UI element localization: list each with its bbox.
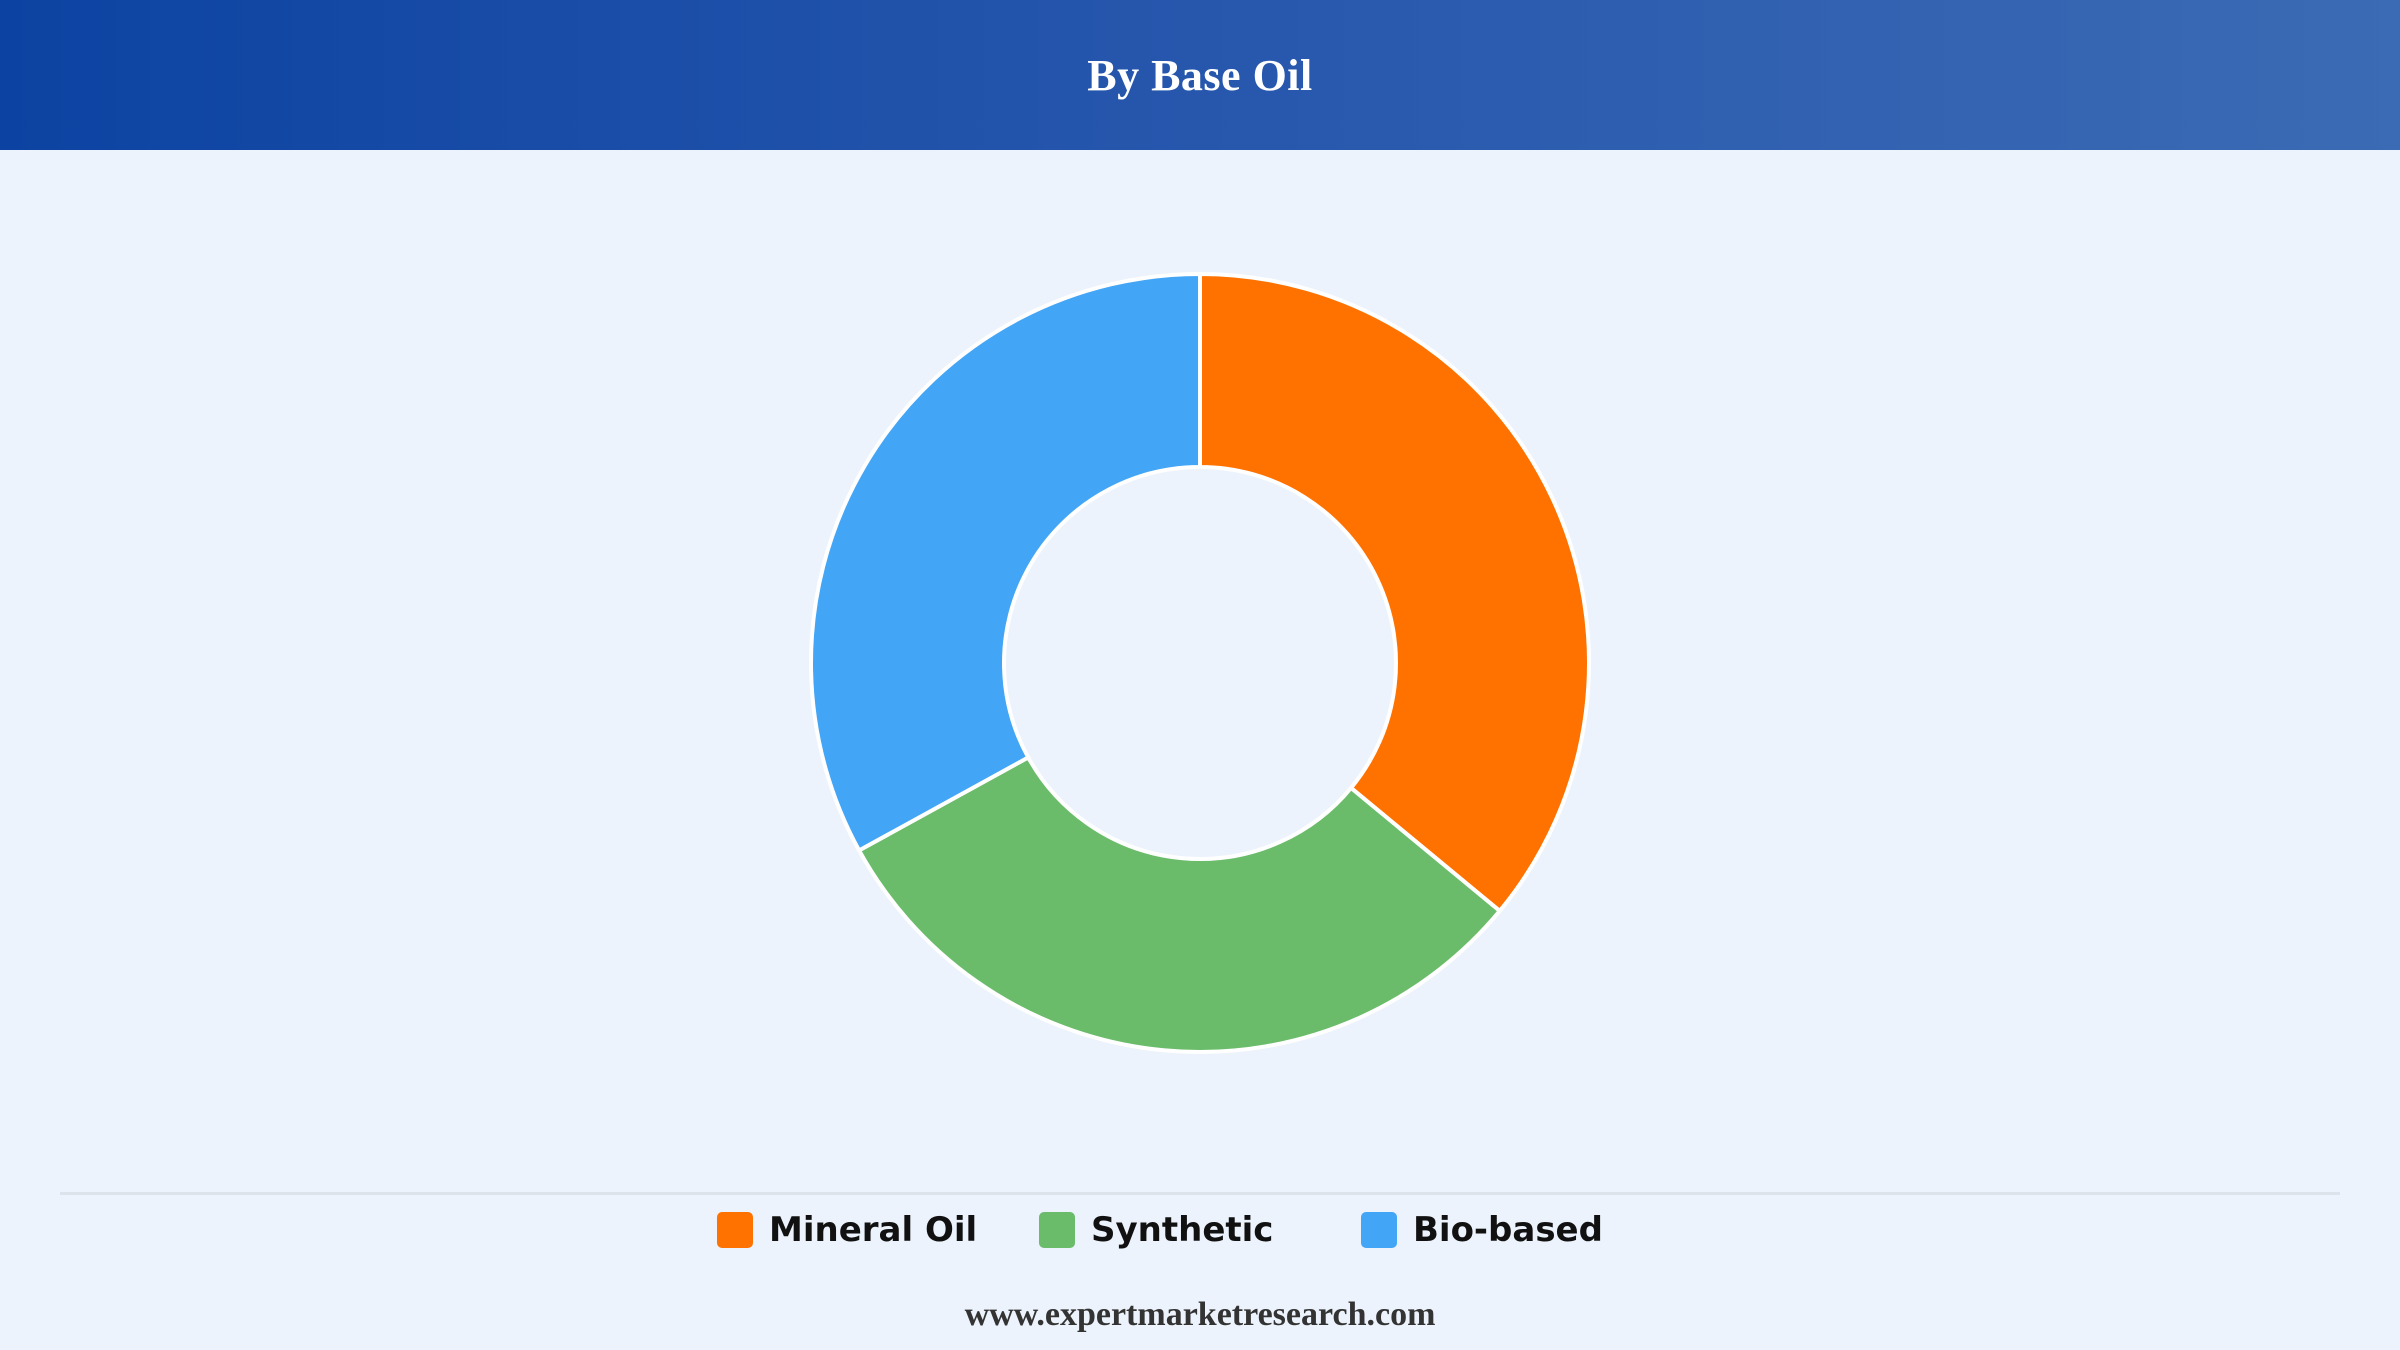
legend-label-bio-based: Bio-based <box>1413 1210 1603 1250</box>
legend-item-bio-based[interactable]: Bio-based <box>1361 1205 1603 1255</box>
legend-label-mineral-oil: Mineral Oil <box>769 1210 978 1250</box>
donut-chart <box>809 272 1591 1054</box>
donut-slice-bio-based[interactable] <box>809 272 1202 853</box>
legend-divider <box>60 1192 2340 1195</box>
legend-swatch-synthetic <box>1039 1212 1075 1248</box>
chart-title: By Base Oil <box>1087 50 1313 100</box>
legend-item-mineral-oil[interactable]: Mineral Oil <box>717 1205 977 1255</box>
donut-slice-mineral-oil[interactable] <box>1198 272 1591 913</box>
legend-label-synthetic: Synthetic <box>1091 1210 1274 1250</box>
donut-slice-synthetic[interactable] <box>857 755 1502 1054</box>
legend-swatch-mineral-oil <box>717 1212 753 1248</box>
chart-legend: Mineral Oil Synthetic Bio-based <box>0 1205 2400 1255</box>
source-footer: www.expertmarketresearch.com <box>964 1296 1436 1333</box>
chart-area <box>0 150 2400 1190</box>
legend-item-synthetic[interactable]: Synthetic <box>1039 1205 1273 1255</box>
legend-swatch-bio-based <box>1361 1212 1397 1248</box>
chart-header: By Base Oil <box>0 0 2400 150</box>
